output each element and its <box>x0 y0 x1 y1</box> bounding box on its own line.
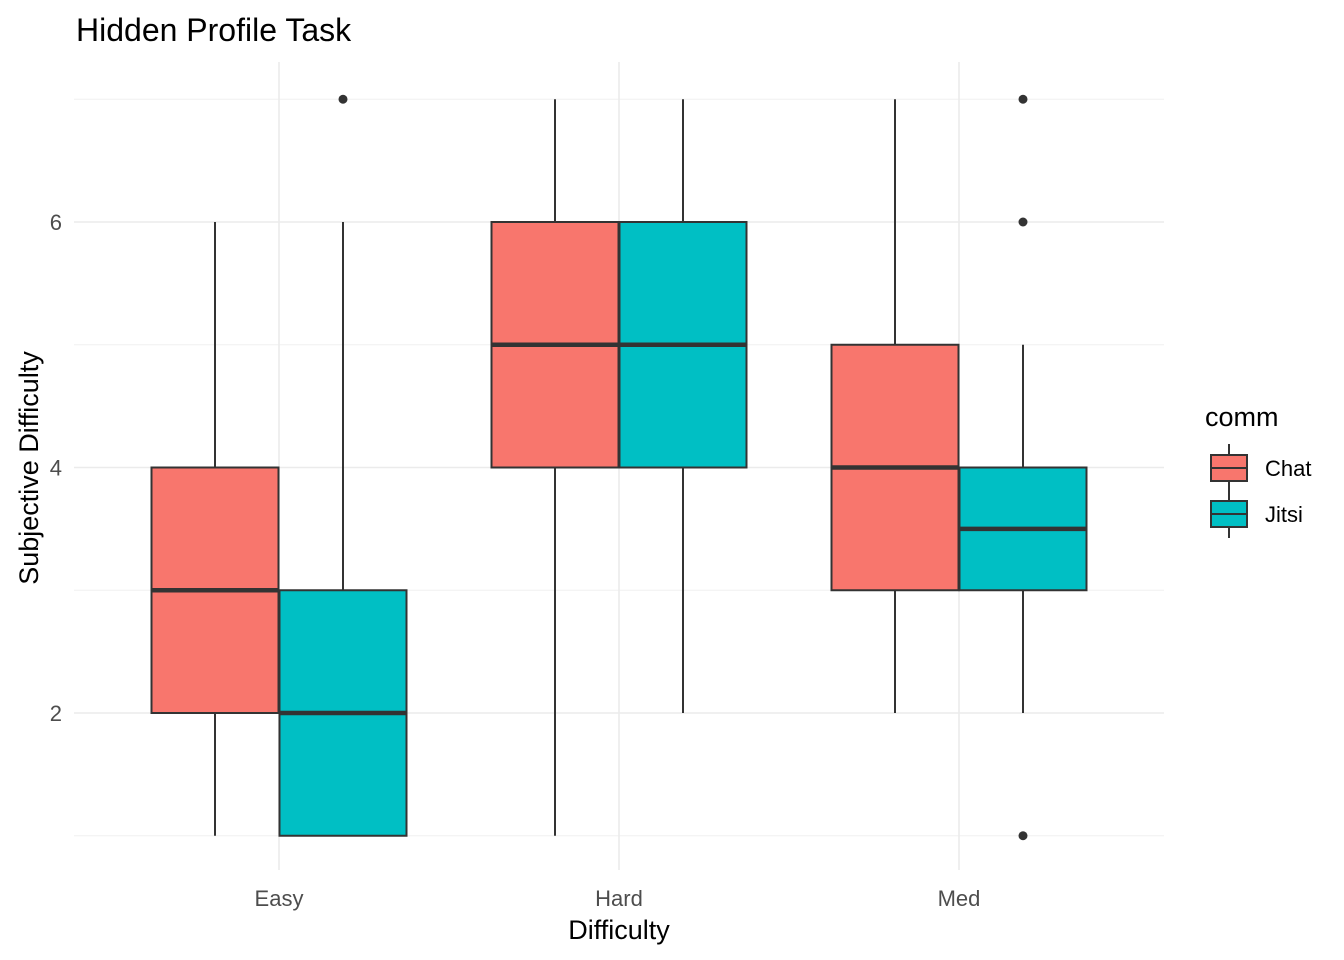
y-tick-label-4: 4 <box>50 456 62 481</box>
legend-item-jitsi: Jitsi <box>1210 490 1303 538</box>
box-chat-easy <box>150 222 280 836</box>
legend-label-chat: Chat <box>1265 456 1311 481</box>
x-tick-label-med: Med <box>938 886 981 911</box>
outlier-point <box>1018 94 1028 104</box>
outlier-point <box>338 94 348 104</box>
box-jitsi-hard <box>618 99 748 713</box>
box-jitsi-easy <box>278 94 408 837</box>
x-tick-label-easy: Easy <box>255 886 304 911</box>
outlier-point <box>1018 831 1028 841</box>
y-axis-title: Subjective Difficulty <box>14 351 44 585</box>
box-chat-hard <box>490 99 620 836</box>
x-tick-label-hard: Hard <box>595 886 643 911</box>
box-jitsi-med <box>958 94 1088 841</box>
x-axis-title: Difficulty <box>568 915 670 945</box>
outlier-point <box>1018 217 1028 227</box>
legend-label-jitsi: Jitsi <box>1265 502 1303 527</box>
y-tick-label-2: 2 <box>50 701 62 726</box>
legend: comm Chat Jitsi <box>1205 402 1311 538</box>
chart-title: Hidden Profile Task <box>76 12 352 48</box>
legend-title: comm <box>1205 402 1279 432</box>
legend-items: Chat Jitsi <box>1210 444 1311 538</box>
box-layer <box>150 94 1088 841</box>
box-chat-med <box>830 99 960 713</box>
y-tick-label-6: 6 <box>50 210 62 235</box>
y-axis-ticks: 2 4 6 <box>50 210 62 726</box>
x-axis-ticks: Easy Hard Med <box>255 886 981 911</box>
legend-item-chat: Chat <box>1210 444 1311 492</box>
